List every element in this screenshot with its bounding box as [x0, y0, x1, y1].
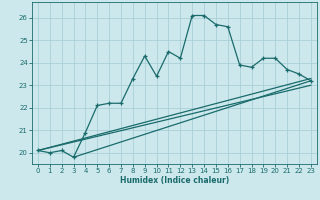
X-axis label: Humidex (Indice chaleur): Humidex (Indice chaleur): [120, 176, 229, 185]
